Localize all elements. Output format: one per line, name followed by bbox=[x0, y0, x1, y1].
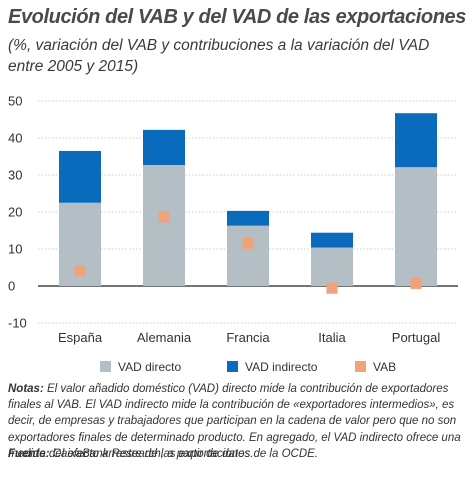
bar-vad-indirecto bbox=[395, 113, 437, 168]
legend-vad-directo-label: VAD directo bbox=[118, 360, 181, 374]
legend-vad-indirecto-swatch bbox=[227, 361, 238, 372]
bar-vad-indirecto bbox=[227, 210, 269, 226]
y-tick-label: 10 bbox=[8, 242, 22, 257]
notes: Notas: El valor añadido doméstico (VAD) … bbox=[8, 381, 466, 462]
marker-vab bbox=[242, 237, 254, 249]
legend: VAD directo VAD indirecto VAB bbox=[100, 360, 396, 374]
bar-vad-indirecto bbox=[59, 150, 101, 203]
x-tick-label: Alemania bbox=[137, 330, 192, 345]
chart-area: -10 0 10 20 30 40 50 España Alemania Francia Ital… bbox=[8, 94, 458, 374]
y-tick-label: 30 bbox=[8, 168, 22, 183]
marker-vab bbox=[74, 265, 86, 277]
marker-vab bbox=[158, 211, 170, 223]
x-axis-labels: España Alemania Francia Italia Portugal bbox=[58, 330, 440, 345]
y-tick-label: 40 bbox=[8, 131, 22, 146]
y-tick-label: 20 bbox=[8, 205, 22, 220]
chart-title: Evolución del VAB y del VAD de las expor… bbox=[8, 6, 466, 28]
chart-subtitle: (%, variación del VAB y contribuciones a… bbox=[8, 37, 430, 75]
x-tick-label: España bbox=[58, 330, 103, 345]
y-tick-label: -10 bbox=[8, 316, 27, 331]
x-tick-label: Italia bbox=[318, 330, 346, 345]
y-axis-ticks: -10 0 10 20 30 40 50 bbox=[8, 94, 27, 331]
bar-vad-directo bbox=[395, 167, 437, 286]
legend-vad-indirecto-label: VAD indirecto bbox=[245, 360, 318, 374]
legend-vab-label: VAB bbox=[373, 360, 396, 374]
x-tick-label: Portugal bbox=[392, 330, 441, 345]
bar-vad-indirecto bbox=[311, 232, 353, 248]
legend-vad-directo-swatch bbox=[100, 361, 111, 372]
x-tick-label: Francia bbox=[226, 330, 270, 345]
bar-vad-directo bbox=[227, 225, 269, 286]
y-tick-label: 0 bbox=[8, 279, 15, 294]
source-label: Fuente: bbox=[8, 448, 50, 460]
notes-text: El valor añadido doméstico (VAD) directo… bbox=[8, 383, 461, 460]
y-tick-label: 50 bbox=[8, 94, 22, 109]
bar-vad-indirecto bbox=[143, 129, 185, 166]
source: Fuente: CaixaBank Research, a partir de … bbox=[8, 446, 466, 462]
source-text: CaixaBank Research, a partir de datos de… bbox=[49, 448, 318, 460]
bar-vad-directo bbox=[311, 247, 353, 286]
notes-label: Notas: bbox=[8, 383, 44, 395]
bars bbox=[59, 113, 437, 286]
marker-vab bbox=[410, 277, 422, 289]
bar-vad-directo bbox=[143, 165, 185, 286]
vab-markers bbox=[74, 211, 422, 294]
marker-vab bbox=[326, 282, 338, 294]
legend-vab-swatch bbox=[355, 361, 366, 372]
